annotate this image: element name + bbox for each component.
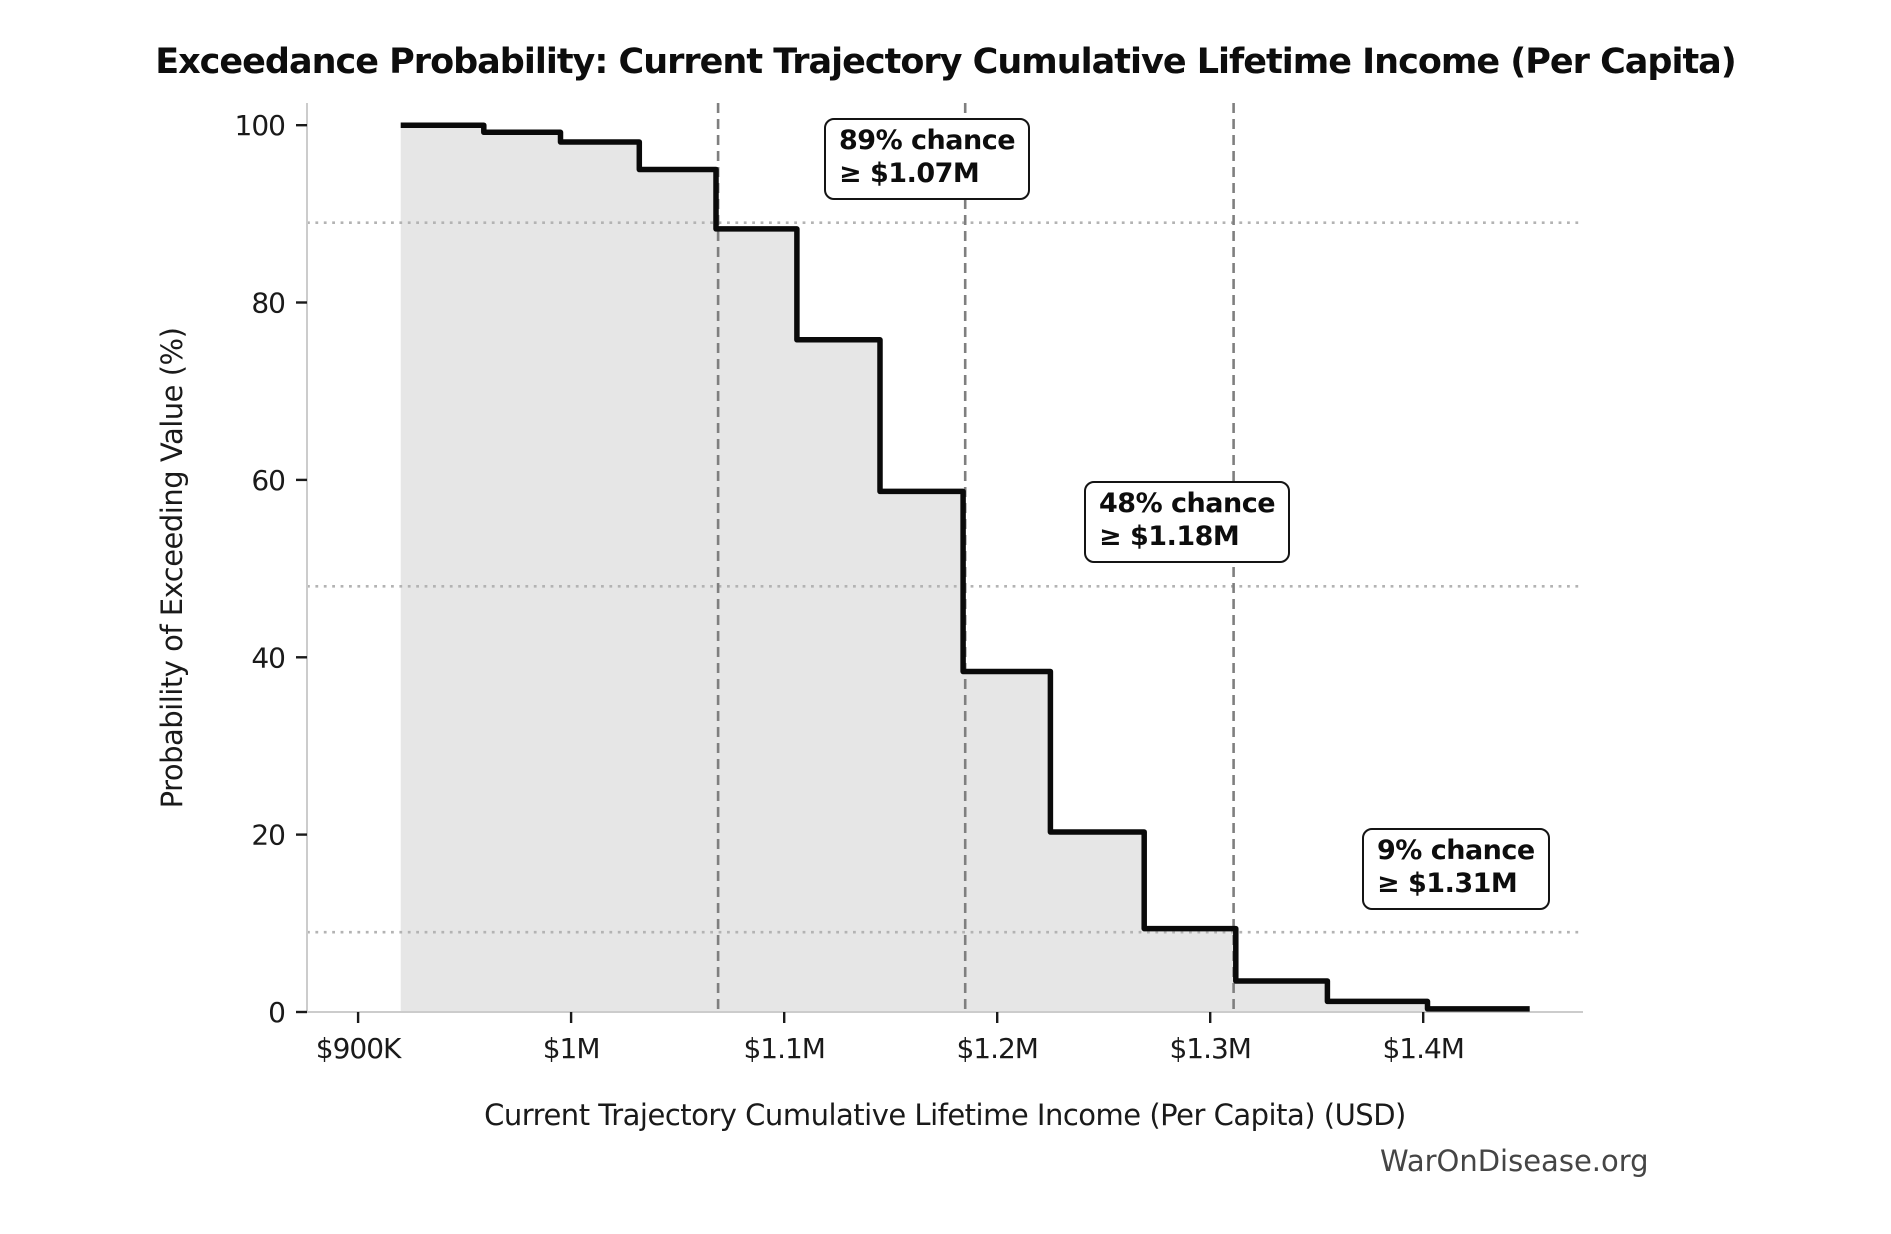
annotation-callout-9pct: 9% chance ≥ $1.31M: [1362, 828, 1550, 910]
annotation-chance-text: 9% chance: [1377, 835, 1535, 866]
area-fill: [400, 125, 1530, 1011]
x-tick-label: $1.3M: [1169, 1032, 1251, 1065]
x-tick-label: $1.1M: [743, 1032, 825, 1065]
y-tick-label: 20: [251, 819, 285, 852]
annotation-callout-89pct: 89% chance ≥ $1.07M: [824, 118, 1031, 200]
step-curve: [400, 122, 1530, 1012]
y-tick-label: 0: [268, 996, 285, 1029]
annotation-chance-text: 48% chance: [1099, 488, 1276, 519]
annotation-threshold-text: ≥ $1.31M: [1377, 867, 1518, 899]
annotation-callout-48pct: 48% chance ≥ $1.18M: [1084, 481, 1291, 563]
annotation-threshold-text: ≥ $1.18M: [1099, 520, 1240, 552]
watermark: WarOnDisease.org: [1380, 1144, 1649, 1178]
y-tick-label: 40: [251, 641, 285, 674]
x-axis-label: Current Trajectory Cumulative Lifetime I…: [484, 1098, 1406, 1132]
y-tick-label: 80: [251, 287, 285, 320]
y-tick-label: 60: [251, 464, 285, 497]
x-tick-label: $900K: [316, 1032, 402, 1065]
y-tick-label: 100: [235, 109, 285, 142]
x-tick-label: $1M: [543, 1032, 600, 1065]
annotation-chance-text: 89% chance: [839, 125, 1016, 156]
chart-title: Exceedance Probability: Current Trajecto…: [155, 42, 1737, 82]
annotation-threshold-text: ≥ $1.07M: [839, 157, 980, 189]
x-tick-label: $1.2M: [956, 1032, 1038, 1065]
x-tick-label: $1.4M: [1382, 1032, 1464, 1065]
